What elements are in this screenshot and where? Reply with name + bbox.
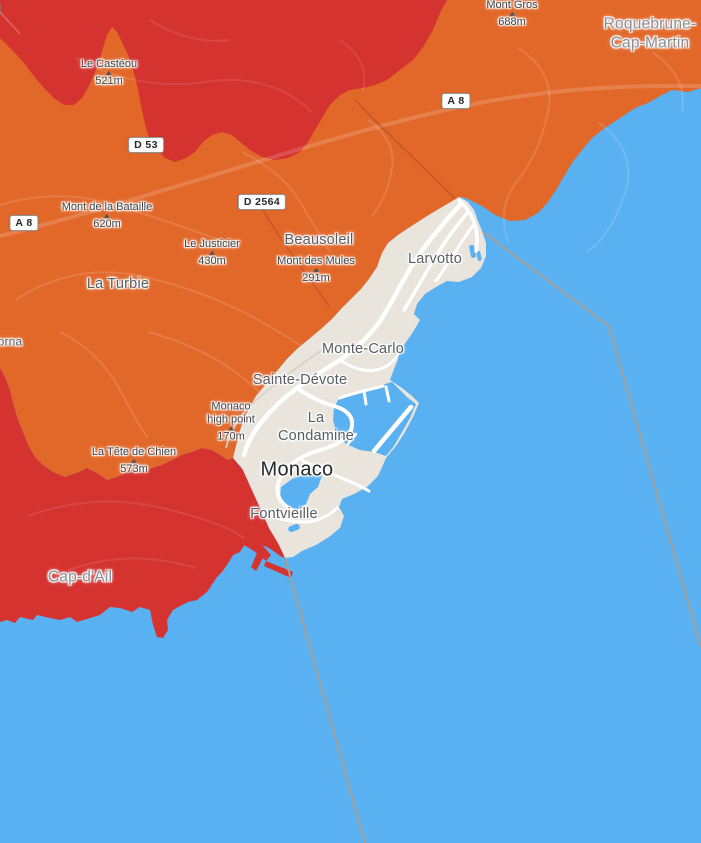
road-shield-a-8: A 8 <box>9 215 39 231</box>
monaco-urban-area <box>233 197 486 558</box>
larvotto-pools <box>469 244 482 261</box>
zone-red-south <box>0 368 285 638</box>
contour-lines-orange <box>0 47 684 439</box>
minor-road-lines <box>261 99 465 307</box>
road-shield-d-53: D 53 <box>128 137 164 153</box>
fontvieille-jetty <box>243 537 293 578</box>
contour-lines-red <box>27 19 366 571</box>
fontvieille-harbor-water <box>280 470 322 510</box>
port-piers <box>346 385 414 454</box>
motorway-a8-line <box>0 83 701 238</box>
zone-red-north <box>0 0 447 162</box>
road-shield-a-8: A 8 <box>441 93 471 109</box>
urban-roads <box>241 198 479 524</box>
maritime-boundary-line <box>284 231 701 843</box>
road-shield-d-2564: D 2564 <box>237 194 287 210</box>
corner-road-line <box>0 11 21 35</box>
fontvieille-pool <box>288 523 300 533</box>
railway-line <box>225 349 323 449</box>
